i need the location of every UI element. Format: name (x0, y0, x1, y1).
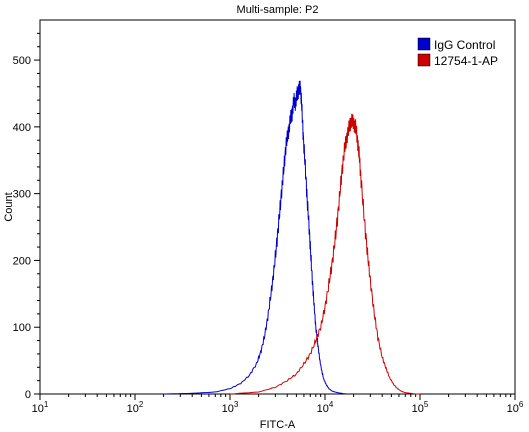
legend-swatch-2 (417, 53, 431, 67)
y-tick-label: 100 (13, 322, 31, 334)
chart-title: Multi-sample: P2 (237, 4, 319, 16)
y-tick-label: 0 (25, 389, 31, 401)
x-tick-exponent: 5 (424, 400, 429, 409)
x-tick-base: 10 (222, 403, 234, 415)
legend-swatch-1 (417, 37, 431, 51)
x-axis-title: FITC-A (260, 419, 296, 431)
x-tick-exponent: 6 (519, 400, 524, 409)
y-axis-ticks: 0 100 200 300 400 500 (13, 32, 40, 401)
x-tick-label: 106 (507, 400, 524, 415)
series-layer (163, 80, 420, 395)
x-tick-label: 104 (317, 400, 334, 415)
legend-label-1: IgG Control (434, 38, 495, 52)
legend: IgG Control 12754-1-AP (417, 37, 498, 68)
x-tick-base: 10 (127, 403, 139, 415)
y-tick-label: 400 (13, 122, 31, 134)
x-tick-exponent: 3 (234, 400, 239, 409)
x-tick-exponent: 4 (329, 400, 334, 409)
x-tick-label: 103 (222, 400, 239, 415)
plot-frame (39, 19, 516, 395)
x-tick-label: 101 (32, 400, 49, 415)
x-axis-ticks: 101 102 103 104 105 106 (32, 394, 524, 415)
x-tick-base: 10 (317, 403, 329, 415)
y-tick-label: 300 (13, 189, 31, 201)
x-tick-label: 105 (412, 400, 429, 415)
series-line-1 (163, 80, 347, 395)
x-tick-exponent: 2 (139, 400, 144, 409)
legend-label-2: 12754-1-AP (434, 54, 498, 68)
series-line-2 (229, 113, 420, 395)
y-axis-title: Count (3, 192, 15, 221)
x-tick-exponent: 1 (44, 400, 49, 409)
y-tick-label: 200 (13, 255, 31, 267)
x-tick-base: 10 (32, 403, 44, 415)
x-tick-base: 10 (412, 403, 424, 415)
x-tick-base: 10 (507, 403, 519, 415)
x-tick-label: 102 (127, 400, 144, 415)
y-tick-label: 500 (13, 55, 31, 67)
